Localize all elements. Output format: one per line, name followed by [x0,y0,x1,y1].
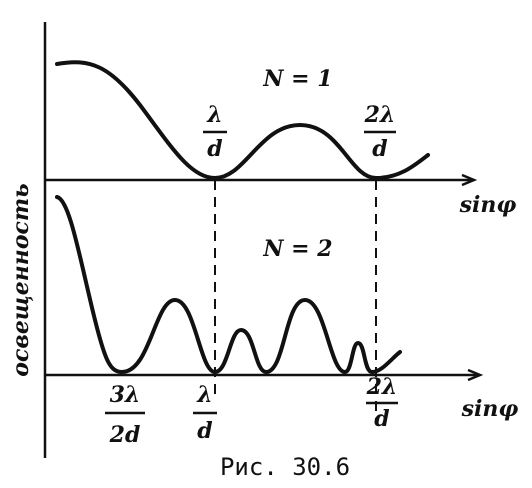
numerator: 2λ [366,374,398,400]
panel-label: N = 1 [262,66,332,92]
fraction: 3λ 2d [105,382,145,448]
denominator: d [372,136,387,162]
denominator: d [207,136,222,162]
panel-label: N = 2 [262,236,332,262]
arrow [467,368,484,382]
denominator: d [197,418,212,444]
denominator: 2d [109,422,141,448]
numerator: 2λ [364,102,396,128]
numerator: λ [206,102,222,128]
fraction: 2λ d [366,374,398,432]
caption: Рис. 30.6 [220,453,350,481]
numerator: 3λ [110,382,141,408]
denominator: d [374,406,389,432]
arrow [461,173,478,187]
fraction: λ d [193,382,217,444]
numerator: λ [196,382,212,408]
fraction: λ d [203,102,227,162]
y-axis-label: освещенность [8,183,34,376]
curve-n1 [55,60,430,181]
fraction: 2λ d [364,102,396,162]
x-axis-label: sinφ [459,192,517,218]
x-axis-label: sinφ [461,396,519,422]
curve-n2 [55,195,402,375]
